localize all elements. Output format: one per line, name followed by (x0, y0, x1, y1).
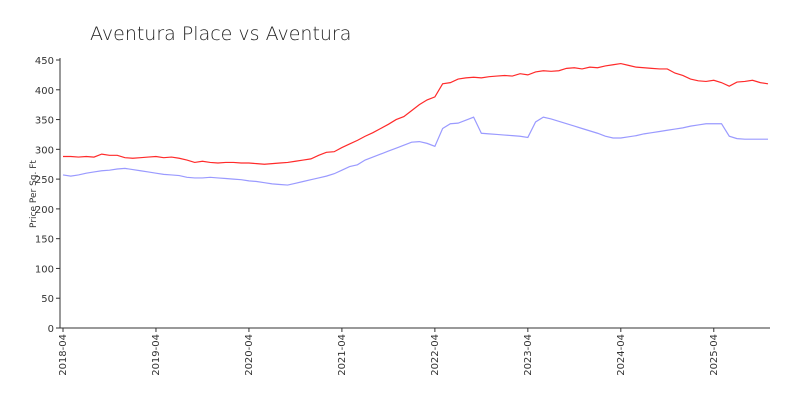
x-tick-label: 2023-04 (523, 334, 534, 376)
chart-title: Aventura Place vs Aventura (90, 23, 351, 45)
x-tick-label: 2025-04 (709, 334, 720, 376)
line-series (63, 62, 769, 165)
y-tick-label: 200 (35, 205, 54, 216)
line-series (62, 116, 768, 186)
y-tick-label: 450 (35, 56, 54, 67)
x-tick-label: 2019-04 (151, 334, 162, 376)
y-tick-label: 0 (48, 324, 54, 335)
y-tick-label: 300 (35, 145, 54, 156)
y-tick-label: 250 (35, 175, 54, 186)
x-tick-label: 2018-04 (58, 334, 69, 376)
x-tick-label: 2020-04 (244, 334, 255, 376)
x-tick-label: 2021-04 (337, 334, 348, 376)
x-tick-label: 2022-04 (430, 334, 441, 376)
y-tick-label: 100 (35, 264, 54, 275)
y-tick-label: 50 (41, 294, 54, 305)
y-tick-label: 400 (35, 86, 54, 97)
y-tick-label: 150 (35, 235, 54, 246)
y-axis-label: Price Per Sq. Ft (29, 160, 39, 228)
x-tick-label: 2024-04 (616, 334, 627, 376)
y-tick-label: 350 (35, 116, 54, 127)
